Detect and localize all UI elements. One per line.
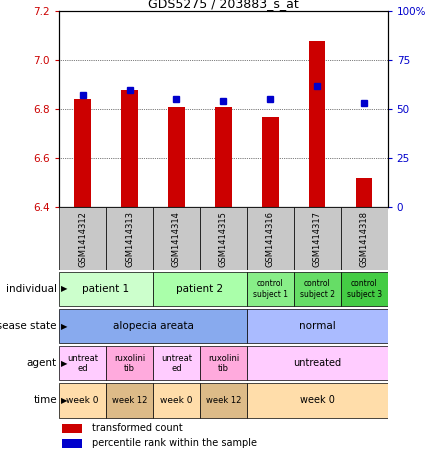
Text: GSM1414317: GSM1414317 bbox=[313, 211, 322, 267]
Text: GSM1414315: GSM1414315 bbox=[219, 211, 228, 267]
Bar bbox=[153, 383, 200, 418]
Bar bbox=[247, 207, 294, 270]
Bar bbox=[168, 107, 185, 207]
Bar bbox=[356, 178, 372, 207]
Text: ruxolini
tib: ruxolini tib bbox=[114, 354, 145, 373]
Text: time: time bbox=[33, 395, 57, 405]
Bar bbox=[59, 383, 106, 418]
Bar bbox=[247, 383, 388, 418]
Bar bbox=[153, 207, 200, 270]
Bar bbox=[121, 90, 138, 207]
Bar bbox=[106, 207, 153, 270]
Bar bbox=[200, 383, 247, 418]
Bar bbox=[59, 272, 153, 306]
Text: agent: agent bbox=[27, 358, 57, 368]
Text: ▶: ▶ bbox=[61, 284, 68, 294]
Text: normal: normal bbox=[299, 321, 336, 331]
Bar bbox=[63, 424, 82, 433]
Text: week 0: week 0 bbox=[66, 396, 99, 405]
Text: GSM1414313: GSM1414313 bbox=[125, 211, 134, 267]
Bar bbox=[309, 41, 325, 207]
Text: untreated: untreated bbox=[293, 358, 341, 368]
Text: transformed count: transformed count bbox=[92, 423, 183, 433]
Title: GDS5275 / 203883_s_at: GDS5275 / 203883_s_at bbox=[148, 0, 299, 10]
Bar bbox=[59, 346, 106, 381]
Bar bbox=[106, 383, 153, 418]
Text: week 12: week 12 bbox=[112, 396, 147, 405]
Text: ruxolini
tib: ruxolini tib bbox=[208, 354, 239, 373]
Text: ▶: ▶ bbox=[61, 322, 68, 331]
Bar bbox=[294, 207, 341, 270]
Text: untreat
ed: untreat ed bbox=[67, 354, 98, 373]
Bar bbox=[106, 346, 153, 381]
Bar bbox=[247, 346, 388, 381]
Text: patient 1: patient 1 bbox=[82, 284, 130, 294]
Text: percentile rank within the sample: percentile rank within the sample bbox=[92, 439, 257, 448]
Text: patient 2: patient 2 bbox=[177, 284, 223, 294]
Text: GSM1414318: GSM1414318 bbox=[360, 211, 369, 267]
Text: GSM1414316: GSM1414316 bbox=[266, 211, 275, 267]
Bar bbox=[153, 272, 247, 306]
Bar bbox=[63, 439, 82, 448]
Bar bbox=[153, 346, 200, 381]
Text: GSM1414312: GSM1414312 bbox=[78, 211, 87, 267]
Text: control
subject 2: control subject 2 bbox=[300, 280, 335, 299]
Text: control
subject 1: control subject 1 bbox=[253, 280, 288, 299]
Bar bbox=[200, 346, 247, 381]
Bar bbox=[341, 272, 388, 306]
Bar bbox=[341, 207, 388, 270]
Text: untreat
ed: untreat ed bbox=[161, 354, 192, 373]
Bar bbox=[59, 309, 247, 343]
Bar bbox=[294, 272, 341, 306]
Text: ▶: ▶ bbox=[61, 396, 68, 405]
Bar bbox=[74, 99, 91, 207]
Bar bbox=[247, 272, 294, 306]
Text: alopecia areata: alopecia areata bbox=[113, 321, 194, 331]
Text: week 0: week 0 bbox=[300, 395, 335, 405]
Bar bbox=[247, 309, 388, 343]
Text: week 12: week 12 bbox=[206, 396, 241, 405]
Text: control
subject 3: control subject 3 bbox=[346, 280, 382, 299]
Text: ▶: ▶ bbox=[61, 359, 68, 368]
Text: GSM1414314: GSM1414314 bbox=[172, 211, 181, 267]
Bar bbox=[200, 207, 247, 270]
Bar bbox=[215, 107, 232, 207]
Bar bbox=[59, 207, 106, 270]
Text: disease state: disease state bbox=[0, 321, 57, 331]
Text: week 0: week 0 bbox=[160, 396, 193, 405]
Text: individual: individual bbox=[6, 284, 57, 294]
Bar bbox=[262, 116, 279, 207]
